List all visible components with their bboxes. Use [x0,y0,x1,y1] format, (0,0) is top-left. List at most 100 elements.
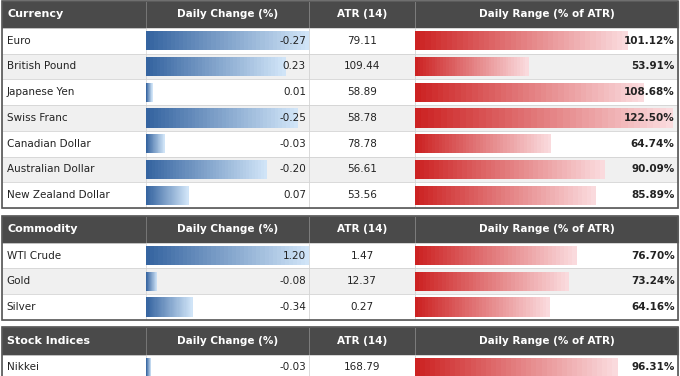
Bar [260,31,265,50]
Bar [496,246,500,265]
Bar [488,272,492,291]
Bar [486,134,490,153]
Bar [462,31,469,50]
Bar [528,246,532,265]
Bar [541,83,547,102]
Bar [558,31,564,50]
Bar [465,272,469,291]
Bar [418,297,422,317]
Bar [613,358,618,376]
Bar [435,246,439,265]
Bar [192,160,195,179]
Bar [500,160,505,179]
Bar [449,57,452,76]
Bar [466,108,473,127]
Bar [252,31,257,50]
Bar [459,297,462,317]
Bar [222,108,226,127]
Bar [146,216,309,243]
Bar [564,31,569,50]
Bar [530,297,533,317]
Bar [191,31,196,50]
Bar [517,83,524,102]
Bar [537,297,540,317]
Bar [428,186,433,205]
Bar [2,28,678,53]
Bar [146,297,148,317]
Bar [150,108,154,127]
Bar [309,355,415,376]
Bar [233,108,237,127]
Bar [167,31,171,50]
Bar [573,246,577,265]
Bar [146,156,309,182]
Bar [301,246,306,265]
Bar [152,297,154,317]
Bar [493,134,497,153]
Bar [469,272,473,291]
Bar [309,243,415,268]
Bar [486,57,489,76]
Text: 1.47: 1.47 [350,250,374,261]
Bar [583,108,590,127]
Bar [169,108,173,127]
Bar [509,160,515,179]
Bar [228,160,231,179]
Bar [158,186,159,205]
Bar [541,358,547,376]
Bar [175,186,176,205]
Bar [607,31,612,50]
Bar [150,57,154,76]
Bar [236,31,241,50]
Bar [171,186,172,205]
Bar [609,83,615,102]
Bar [186,297,187,317]
Bar [433,186,438,205]
Bar [171,57,174,76]
Bar [415,268,678,294]
Bar [171,297,173,317]
Bar [150,186,152,205]
Bar [634,108,641,127]
Bar [203,31,208,50]
Bar [491,160,496,179]
Bar [146,294,309,320]
Bar [561,272,566,291]
Bar [492,108,499,127]
Bar [160,186,161,205]
Bar [415,272,419,291]
Bar [460,57,463,76]
Bar [486,358,491,376]
Bar [154,186,155,205]
Bar [519,272,523,291]
Bar [240,57,244,76]
Bar [547,134,551,153]
Bar [557,160,562,179]
Bar [478,83,483,102]
Bar [210,108,214,127]
Bar [506,358,511,376]
Bar [520,57,523,76]
Bar [162,186,163,205]
Bar [466,134,470,153]
Bar [260,108,264,127]
Bar [263,108,267,127]
Bar [469,186,474,205]
Bar [484,31,490,50]
Bar [456,358,461,376]
Bar [222,57,226,76]
Bar [558,83,564,102]
Bar [531,108,538,127]
Bar [148,134,150,153]
Bar [192,108,196,127]
Bar [596,31,601,50]
Bar [598,83,604,102]
Bar [161,134,162,153]
Bar [207,246,212,265]
Bar [540,297,543,317]
Bar [415,54,678,79]
Bar [541,186,546,205]
Bar [515,272,520,291]
Bar [260,246,265,265]
Text: New Zealand Dollar: New Zealand Dollar [7,190,109,200]
